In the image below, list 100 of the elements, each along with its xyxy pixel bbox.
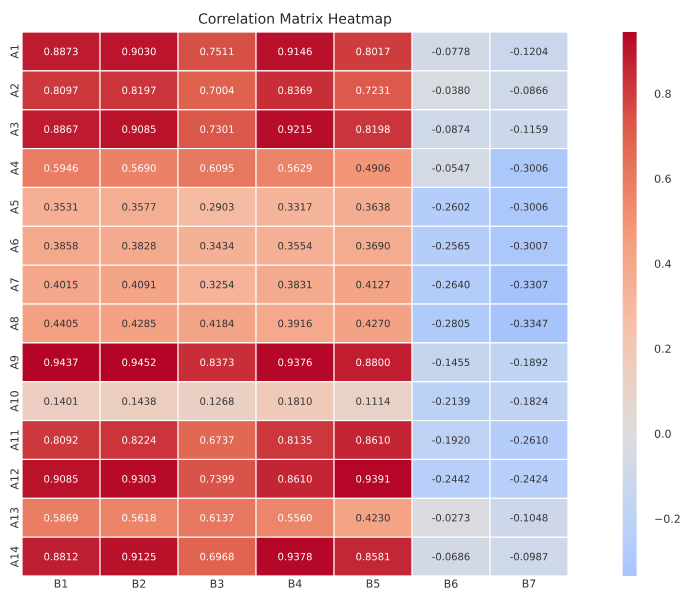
data-label: 0.9437	[44, 358, 78, 366]
data-label: 0.2903	[200, 203, 234, 211]
data-label: 0.9303	[122, 475, 156, 483]
data-label: 0.8135	[278, 436, 312, 444]
data-label: 0.9378	[278, 552, 312, 560]
data-label: -0.1204	[510, 48, 548, 56]
data-label: 0.3577	[122, 203, 156, 211]
color-bar-label: 0.2	[654, 344, 670, 353]
y-tick-label: A4	[10, 161, 18, 176]
data-label: 0.5946	[44, 164, 78, 172]
data-label: -0.0547	[432, 164, 470, 172]
y-tick-label: A9	[10, 356, 18, 370]
data-label: 0.4091	[122, 280, 156, 288]
y-tick-label: A12	[10, 469, 18, 490]
data-label: -0.0778	[432, 48, 470, 56]
data-label: -0.1920	[432, 436, 470, 444]
data-label: -0.1159	[510, 125, 548, 133]
data-label: 0.8197	[122, 86, 156, 94]
x-tick-label: B6	[444, 580, 458, 588]
data-label: -0.1048	[510, 514, 548, 522]
data-label: -0.3006	[510, 164, 548, 172]
data-label: -0.2640	[432, 280, 470, 288]
data-label: 0.8812	[44, 552, 78, 560]
data-label: 0.7399	[200, 475, 234, 483]
data-label: -0.0874	[432, 125, 470, 133]
data-label: 0.9030	[122, 48, 156, 56]
data-label: 0.4127	[356, 280, 390, 288]
data-label: 0.8610	[356, 436, 390, 444]
data-label: 0.8581	[356, 552, 390, 560]
data-label: -0.2805	[432, 320, 470, 328]
data-label: -0.2602	[432, 203, 470, 211]
data-label: 0.6968	[200, 552, 234, 560]
data-label: 0.9125	[122, 552, 156, 560]
data-label: 0.8092	[44, 436, 78, 444]
data-label: 0.3434	[200, 242, 234, 250]
data-label: -0.0273	[432, 514, 470, 522]
data-label: 0.3531	[44, 203, 78, 211]
data-label: -0.2610	[510, 436, 548, 444]
data-label: 0.8369	[278, 86, 312, 94]
data-label: 0.8198	[356, 125, 390, 133]
data-label: 0.1114	[356, 397, 390, 405]
data-label: -0.0866	[510, 86, 548, 94]
data-label: 0.3554	[278, 242, 312, 250]
y-tick-label: A6	[10, 239, 18, 253]
y-tick-label: A14	[10, 546, 18, 568]
data-label: 0.4285	[122, 320, 156, 328]
data-label: 0.3254	[200, 280, 234, 288]
y-tick-label: A10	[10, 391, 18, 412]
x-tick-label: B4	[288, 580, 302, 588]
data-label: -0.0380	[432, 86, 470, 94]
data-label: 0.8224	[122, 436, 156, 444]
chart-title: Correlation Matrix Heatmap	[198, 13, 392, 27]
y-tick-label: A2	[10, 84, 18, 98]
data-label: 0.9085	[122, 125, 156, 133]
color-bar-label: 0.6	[654, 174, 671, 183]
data-label: 0.9215	[278, 125, 312, 133]
data-label: 0.5560	[278, 514, 312, 522]
data-label: -0.3347	[510, 320, 548, 328]
data-label: 0.9452	[122, 358, 156, 366]
y-tick-label: A11	[10, 430, 18, 451]
color-bar-label: 0.4	[654, 260, 671, 268]
data-label: 0.4015	[44, 280, 78, 288]
data-label: 0.5690	[122, 164, 156, 172]
data-label: 0.8017	[356, 48, 390, 56]
data-label: -0.3006	[510, 203, 548, 211]
data-label: 0.4270	[356, 320, 390, 328]
color-bar-label: 0.0	[654, 430, 671, 438]
y-tick-label: A8	[10, 316, 18, 331]
data-label: -0.2442	[432, 475, 470, 483]
data-label: 0.9376	[278, 358, 312, 366]
y-tick-label: A5	[10, 200, 18, 214]
data-label: 0.8873	[44, 48, 78, 56]
data-label: 0.1401	[44, 397, 78, 405]
data-label: 0.6737	[200, 436, 234, 444]
y-tick-label: A1	[10, 45, 18, 59]
data-label: 0.7004	[200, 86, 234, 94]
data-label: 0.6095	[200, 164, 234, 172]
data-label: 0.9146	[278, 48, 312, 56]
data-label: 0.1438	[122, 397, 156, 405]
data-label: 0.3638	[356, 203, 390, 211]
data-label: 0.1810	[278, 397, 312, 405]
data-label: 0.7231	[356, 86, 390, 94]
data-label: 0.6137	[200, 514, 234, 522]
x-tick-label: B5	[366, 580, 380, 588]
data-label: 0.8800	[356, 358, 390, 366]
data-label: 0.4184	[200, 320, 234, 328]
data-label: -0.1455	[432, 358, 470, 366]
data-label: -0.3307	[510, 280, 548, 288]
data-label: -0.1892	[510, 358, 548, 366]
y-tick-label: A13	[10, 508, 18, 528]
y-tick-label: A7	[10, 278, 18, 292]
data-label: 0.9391	[356, 475, 390, 483]
color-bar-label: −0.2	[655, 514, 680, 523]
data-label: 0.9085	[44, 475, 78, 483]
data-label: 0.4405	[44, 320, 78, 328]
data-label: -0.0987	[510, 552, 548, 560]
data-label: 0.3858	[44, 242, 78, 250]
data-label: 0.8867	[44, 125, 78, 133]
y-tick-label: A3	[10, 122, 18, 136]
color-bar-label: 0.8	[654, 90, 671, 98]
